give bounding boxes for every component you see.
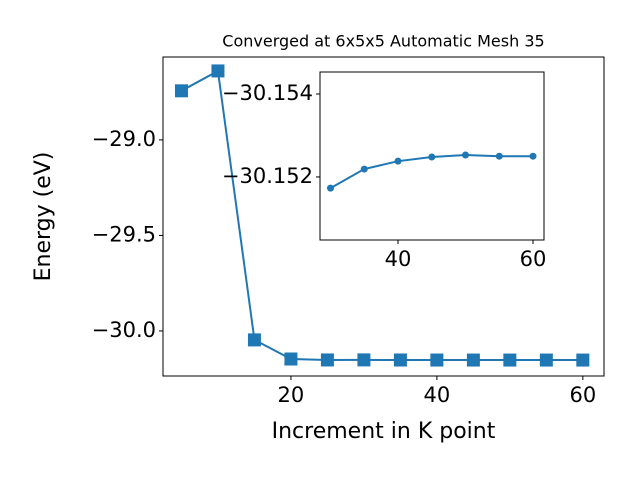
marker <box>174 84 188 98</box>
y-tick-label: −30.152 <box>222 164 313 188</box>
y-tick-label: −30.154 <box>222 81 313 105</box>
marker <box>247 333 261 347</box>
marker <box>529 152 537 160</box>
x-tick-label: 60 <box>569 383 596 407</box>
marker <box>576 353 590 367</box>
y-axis-label: Energy (eV) <box>31 152 56 282</box>
x-tick-label: 40 <box>424 383 451 407</box>
plot-frame <box>319 71 545 241</box>
marker <box>503 353 517 367</box>
marker <box>428 153 436 161</box>
y-tick-label: −30.0 <box>92 318 156 342</box>
marker <box>466 353 480 367</box>
x-axis-label: Increment in K point <box>272 419 496 444</box>
marker <box>320 353 334 367</box>
marker <box>462 151 470 159</box>
x-tick-label: 40 <box>385 247 412 271</box>
marker <box>360 165 368 173</box>
marker <box>393 353 407 367</box>
x-tick-label: 20 <box>278 383 305 407</box>
marker <box>539 353 553 367</box>
y-tick-label: −29.0 <box>92 127 156 151</box>
marker <box>357 353 371 367</box>
x-tick-label: 60 <box>520 247 547 271</box>
marker <box>284 352 298 366</box>
marker <box>430 353 444 367</box>
marker <box>327 184 335 192</box>
chart-title: Converged at 6x5x5 Automatic Mesh 35 <box>222 32 544 51</box>
marker <box>394 157 402 165</box>
plot-frame <box>162 56 605 377</box>
marker <box>211 64 225 78</box>
y-tick-label: −29.5 <box>92 222 156 246</box>
marker <box>495 152 503 160</box>
